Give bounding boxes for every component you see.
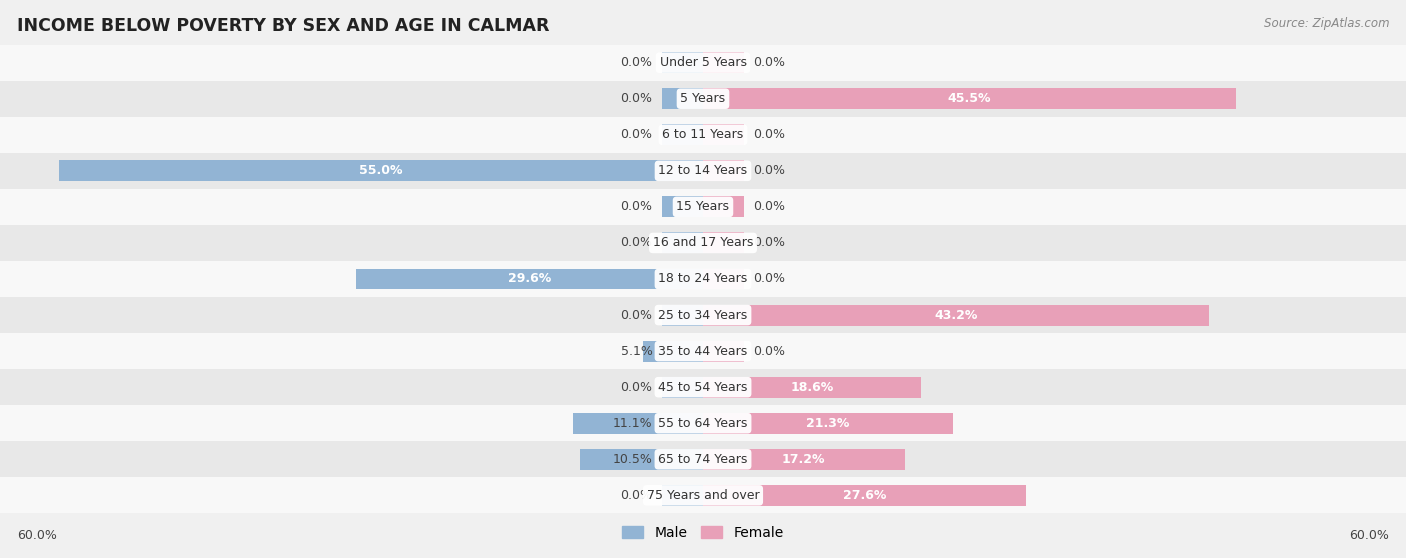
Bar <box>703 377 921 398</box>
Text: 0.0%: 0.0% <box>754 272 786 286</box>
Text: 29.6%: 29.6% <box>508 272 551 286</box>
Bar <box>662 233 703 253</box>
Text: 0.0%: 0.0% <box>754 200 786 213</box>
Text: 75 Years and over: 75 Years and over <box>647 489 759 502</box>
Bar <box>662 88 703 109</box>
Bar <box>703 88 1236 109</box>
Bar <box>662 196 703 218</box>
Bar <box>703 305 1209 325</box>
Bar <box>703 268 744 290</box>
Legend: Male, Female: Male, Female <box>617 521 789 546</box>
Text: 12 to 14 Years: 12 to 14 Years <box>658 165 748 177</box>
Text: 27.6%: 27.6% <box>844 489 886 502</box>
Bar <box>0 297 1406 333</box>
Bar <box>703 449 904 470</box>
Text: 0.0%: 0.0% <box>620 92 652 105</box>
Bar <box>703 52 744 73</box>
Text: 0.0%: 0.0% <box>620 128 652 141</box>
Text: 60.0%: 60.0% <box>17 529 56 542</box>
Text: INCOME BELOW POVERTY BY SEX AND AGE IN CALMAR: INCOME BELOW POVERTY BY SEX AND AGE IN C… <box>17 17 550 35</box>
Text: 55 to 64 Years: 55 to 64 Years <box>658 417 748 430</box>
Text: 25 to 34 Years: 25 to 34 Years <box>658 309 748 321</box>
Bar <box>644 340 703 362</box>
Text: 65 to 74 Years: 65 to 74 Years <box>658 453 748 466</box>
Text: 0.0%: 0.0% <box>754 56 786 69</box>
Text: 11.1%: 11.1% <box>613 417 652 430</box>
Bar <box>0 153 1406 189</box>
Bar <box>703 485 1026 506</box>
Text: 0.0%: 0.0% <box>754 165 786 177</box>
Text: 18.6%: 18.6% <box>790 381 834 393</box>
Bar <box>662 485 703 506</box>
Text: 60.0%: 60.0% <box>1350 529 1389 542</box>
Bar <box>0 45 1406 81</box>
Bar <box>662 52 703 73</box>
Bar <box>0 405 1406 441</box>
Text: 21.3%: 21.3% <box>806 417 849 430</box>
Bar <box>0 225 1406 261</box>
Bar <box>0 261 1406 297</box>
Bar <box>574 413 703 434</box>
Text: 5.1%: 5.1% <box>620 345 652 358</box>
Bar <box>356 268 703 290</box>
Bar <box>662 124 703 145</box>
Bar <box>703 340 744 362</box>
Bar <box>0 189 1406 225</box>
Bar <box>662 377 703 398</box>
Bar <box>0 477 1406 513</box>
Text: Under 5 Years: Under 5 Years <box>659 56 747 69</box>
Bar <box>59 160 703 181</box>
Text: 35 to 44 Years: 35 to 44 Years <box>658 345 748 358</box>
Text: 15 Years: 15 Years <box>676 200 730 213</box>
Text: 0.0%: 0.0% <box>620 56 652 69</box>
Text: 0.0%: 0.0% <box>620 381 652 393</box>
Bar <box>581 449 703 470</box>
Text: 0.0%: 0.0% <box>754 237 786 249</box>
Text: 45.5%: 45.5% <box>948 92 991 105</box>
Text: 0.0%: 0.0% <box>620 200 652 213</box>
Bar <box>0 369 1406 405</box>
Bar <box>703 124 744 145</box>
Bar <box>0 117 1406 153</box>
Bar <box>662 305 703 325</box>
Bar <box>703 413 953 434</box>
Text: 43.2%: 43.2% <box>935 309 977 321</box>
Bar <box>703 233 744 253</box>
Text: 18 to 24 Years: 18 to 24 Years <box>658 272 748 286</box>
Bar <box>0 81 1406 117</box>
Bar <box>703 196 744 218</box>
Text: 0.0%: 0.0% <box>754 128 786 141</box>
Text: 0.0%: 0.0% <box>620 489 652 502</box>
Text: 10.5%: 10.5% <box>613 453 652 466</box>
Bar <box>703 160 744 181</box>
Text: Source: ZipAtlas.com: Source: ZipAtlas.com <box>1264 17 1389 30</box>
Text: 55.0%: 55.0% <box>359 165 402 177</box>
Text: 6 to 11 Years: 6 to 11 Years <box>662 128 744 141</box>
Text: 17.2%: 17.2% <box>782 453 825 466</box>
Text: 5 Years: 5 Years <box>681 92 725 105</box>
Text: 0.0%: 0.0% <box>620 309 652 321</box>
Text: 0.0%: 0.0% <box>754 345 786 358</box>
Text: 16 and 17 Years: 16 and 17 Years <box>652 237 754 249</box>
Text: 0.0%: 0.0% <box>620 237 652 249</box>
Bar <box>0 441 1406 477</box>
Text: 45 to 54 Years: 45 to 54 Years <box>658 381 748 393</box>
Bar <box>0 333 1406 369</box>
